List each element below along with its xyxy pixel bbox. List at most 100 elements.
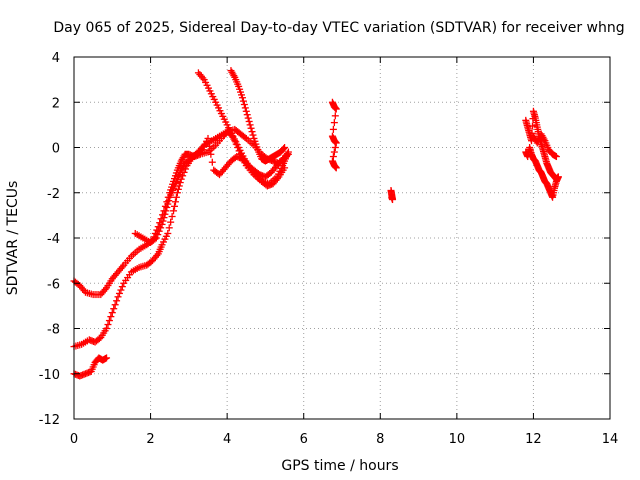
data-point <box>283 151 291 159</box>
x-tick-label: 6 <box>300 432 308 447</box>
data-point <box>163 203 171 211</box>
data-point <box>164 229 172 237</box>
data-point <box>205 142 213 150</box>
data-point <box>239 97 247 105</box>
data-point <box>284 150 292 158</box>
x-tick-label: 4 <box>223 432 231 447</box>
y-tick-label: -6 <box>47 277 60 292</box>
data-point <box>114 293 122 301</box>
y-tick-label: -4 <box>47 232 60 247</box>
y-tick-label: -8 <box>47 323 60 338</box>
data-point <box>154 231 162 239</box>
data-point <box>330 119 338 127</box>
data-point <box>242 107 250 115</box>
data-point <box>103 325 111 332</box>
data-point <box>165 224 173 232</box>
series-track-e <box>194 69 289 190</box>
series-track-f <box>227 67 289 165</box>
data-point <box>332 164 340 172</box>
data-point <box>329 125 337 133</box>
data-point <box>247 124 255 132</box>
series-track-c <box>70 354 111 380</box>
data-point <box>249 131 257 139</box>
data-point <box>208 158 216 166</box>
data-point <box>152 234 160 242</box>
x-tick-label: 10 <box>449 432 466 447</box>
data-point <box>113 297 121 305</box>
x-tick-label: 2 <box>146 432 154 447</box>
data-point <box>161 210 169 218</box>
x-tick-label: 8 <box>376 432 384 447</box>
data-point <box>388 193 396 201</box>
data-point <box>155 227 163 235</box>
data-point <box>170 207 178 215</box>
series-track-j <box>529 130 560 161</box>
data-point <box>204 134 212 142</box>
data-point <box>165 197 173 205</box>
data-point <box>238 94 246 102</box>
data-point <box>159 217 167 225</box>
data-point <box>108 309 116 317</box>
data-point <box>174 185 182 193</box>
data-point <box>528 122 536 130</box>
data-point <box>158 220 166 228</box>
y-tick-label: -2 <box>47 187 60 202</box>
data-point <box>281 144 289 151</box>
data-point <box>171 202 178 210</box>
data-point <box>554 173 562 181</box>
data-point <box>157 224 165 232</box>
grid <box>74 57 610 419</box>
data-point <box>164 200 172 208</box>
y-tick-label: -12 <box>39 413 60 428</box>
series-track-i <box>522 144 562 201</box>
data-point <box>331 144 339 151</box>
x-tick-label: 0 <box>70 432 78 447</box>
data-point <box>240 101 248 109</box>
chart-title: Day 065 of 2025, Sidereal Day-to-day VTE… <box>53 20 624 36</box>
data-point <box>107 313 115 321</box>
x-tick-label: 12 <box>525 432 542 447</box>
data-point <box>115 289 123 297</box>
data-point <box>244 114 252 122</box>
y-axis-label: SDTVAR / TECUs <box>5 181 21 296</box>
y-tick-label: 2 <box>52 96 60 111</box>
data-point <box>151 235 159 243</box>
data-point <box>332 105 340 113</box>
data-point <box>241 104 249 112</box>
data-point <box>246 121 254 129</box>
axis-ticks: 0 2 4 6 8 10 12 14 -12 -10 -8 -6 -4 -2 0 2 4 <box>39 51 619 447</box>
y-tick-label: -10 <box>39 368 60 383</box>
data-point <box>105 317 113 325</box>
series-track-h <box>522 107 562 183</box>
data-point <box>104 321 112 329</box>
data-point <box>332 139 340 147</box>
data-point <box>280 145 288 153</box>
data-point <box>281 164 289 172</box>
data-point <box>118 283 126 291</box>
data-point <box>171 198 179 206</box>
data-point <box>162 207 170 215</box>
x-tick-label: 14 <box>602 432 619 447</box>
plot-area <box>70 67 562 380</box>
data-point <box>330 148 338 156</box>
data-point <box>111 301 119 309</box>
data-point <box>197 147 205 155</box>
data-point <box>103 354 111 362</box>
data-point <box>160 214 168 222</box>
data-point <box>168 213 176 221</box>
y-tick-label: 4 <box>52 51 60 66</box>
y-tick-label: 0 <box>52 142 60 157</box>
data-point <box>172 193 180 201</box>
data-point <box>552 153 560 161</box>
data-point <box>331 112 339 120</box>
data-point <box>207 150 215 158</box>
data-point <box>245 117 253 125</box>
series-track-g <box>328 98 397 204</box>
data-point <box>167 218 175 226</box>
data-point <box>117 286 125 294</box>
data-point <box>248 128 256 136</box>
data-point <box>110 305 118 313</box>
x-axis-label: GPS time / hours <box>281 458 398 474</box>
